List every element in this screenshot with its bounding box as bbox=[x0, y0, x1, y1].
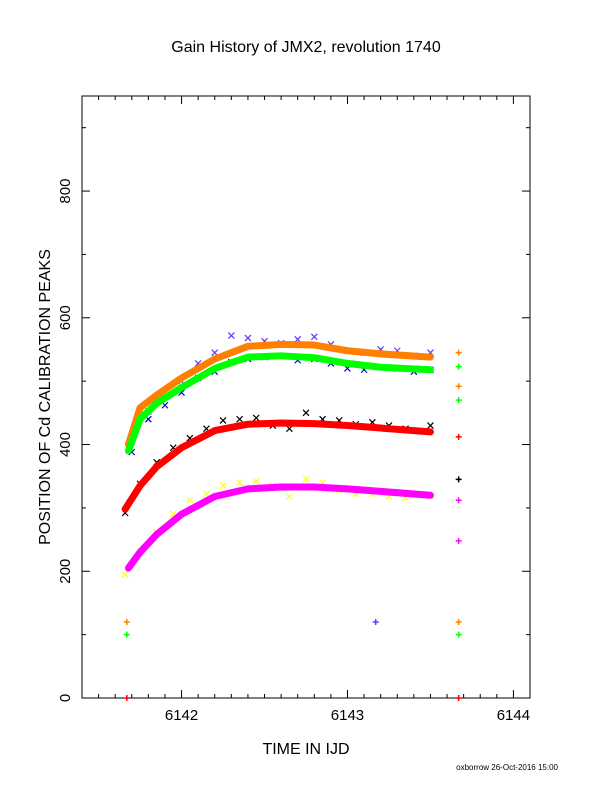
scatter-point-yellow bbox=[219, 482, 227, 490]
scatter-point-purple bbox=[310, 333, 318, 341]
scatter-point-purple bbox=[244, 334, 252, 342]
scatter-point-black bbox=[236, 415, 244, 423]
scatter-point-black bbox=[302, 409, 310, 417]
y-tick-labels: 0 200 400 600 800 bbox=[57, 179, 74, 703]
isolated-point-green bbox=[455, 397, 462, 404]
isolated-point-green bbox=[455, 631, 462, 638]
x-axis-label: TIME IN IJD bbox=[262, 741, 349, 758]
scatter-point-yellow bbox=[252, 477, 260, 485]
isolated-point-green bbox=[455, 363, 462, 370]
isolated-points bbox=[123, 349, 462, 701]
scatter-point-yellow bbox=[236, 479, 244, 486]
isolated-point-orange bbox=[455, 349, 462, 356]
x-tick-labels: 6142 6143 6144 bbox=[165, 707, 530, 724]
y-tick-label: 600 bbox=[57, 305, 74, 330]
fit-curve-red bbox=[121, 419, 434, 513]
isolated-point-black bbox=[455, 476, 462, 483]
scatter-point-yellow bbox=[121, 571, 129, 578]
isolated-point-magenta bbox=[455, 497, 462, 504]
y-tick-label: 0 bbox=[57, 694, 74, 702]
fit-curve-magenta bbox=[124, 483, 434, 572]
scatter-point-black bbox=[252, 414, 260, 422]
y-tick-label: 200 bbox=[57, 559, 74, 584]
isolated-point-red bbox=[455, 433, 462, 440]
fit-curve-green bbox=[124, 352, 434, 455]
axis-ticks bbox=[82, 96, 530, 699]
isolated-point-green bbox=[123, 631, 130, 638]
y-tick-label: 400 bbox=[57, 432, 74, 457]
isolated-point-orange bbox=[123, 618, 130, 625]
scatter-point-yellow bbox=[285, 493, 293, 500]
y-tick-label: 800 bbox=[57, 179, 74, 204]
scatter-point-yellow bbox=[302, 475, 310, 483]
x-tick-label: 6142 bbox=[165, 707, 198, 724]
fitted-curves bbox=[121, 340, 434, 572]
chart-title: Gain History of JMX2, revolution 1740 bbox=[171, 39, 441, 56]
x-tick-label: 6144 bbox=[497, 707, 530, 724]
isolated-point-red bbox=[455, 695, 462, 701]
scatter-point-yellow bbox=[186, 496, 194, 504]
plot-frame bbox=[81, 95, 531, 699]
footer-stamp: oxborrow 26-Oct-2016 15:00 bbox=[456, 763, 558, 772]
x-tick-label: 6143 bbox=[331, 707, 364, 724]
isolated-point-red bbox=[123, 695, 130, 701]
scatter-point-black bbox=[219, 417, 227, 424]
y-axis-label: POSITION OF Cd CALIBRATION PEAKS bbox=[37, 249, 54, 545]
isolated-point-magenta bbox=[455, 537, 462, 544]
isolated-point-orange bbox=[455, 618, 462, 625]
isolated-point-purple bbox=[372, 618, 379, 625]
isolated-point-orange bbox=[455, 383, 462, 390]
scatter-point-purple bbox=[227, 332, 235, 339]
fit-curve-orange bbox=[124, 340, 434, 449]
scatter-point-black bbox=[285, 425, 293, 433]
scatter-point-black bbox=[427, 422, 434, 429]
